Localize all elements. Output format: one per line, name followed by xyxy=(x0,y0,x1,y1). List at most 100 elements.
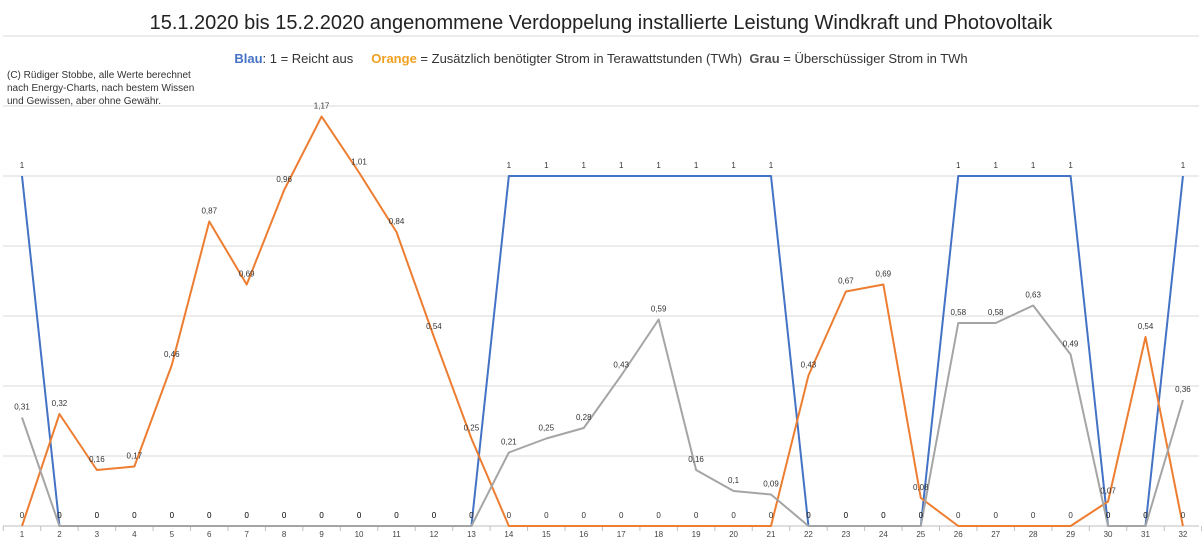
data-label-orange: 0,54 xyxy=(1138,322,1154,331)
data-label-orange: 0 xyxy=(544,511,549,520)
data-label-gray: 0,16 xyxy=(688,455,704,464)
data-label-orange: 0 xyxy=(582,511,587,520)
data-label-orange: 0,16 xyxy=(89,455,105,464)
data-label-gray: 0 xyxy=(394,511,399,520)
x-tick-label: 18 xyxy=(654,530,663,539)
data-label-gray: 0 xyxy=(844,511,849,520)
gridlines xyxy=(3,35,1199,527)
legend-blue-key: Blau xyxy=(234,51,263,66)
data-label-gray: 0 xyxy=(95,511,100,520)
data-label-blue: 0 xyxy=(282,511,287,520)
data-label-orange: 0 xyxy=(731,511,736,520)
data-label-orange: 0,25 xyxy=(464,424,480,433)
data-label-gray: 0,21 xyxy=(501,438,517,447)
data-label-orange: 1,17 xyxy=(314,102,330,111)
x-tick-label: 28 xyxy=(1029,530,1038,539)
data-label-gray: 0,49 xyxy=(1063,340,1079,349)
data-label-blue: 1 xyxy=(731,161,736,170)
chart-legend: Blau: 1 = Reicht aus Orange = Zusätzlich… xyxy=(0,51,1202,66)
data-label-orange: 0,32 xyxy=(52,399,68,408)
data-label-blue: 0 xyxy=(170,511,175,520)
x-tick-label: 23 xyxy=(841,530,850,539)
data-label-blue: 0 xyxy=(57,511,62,520)
data-label-orange: 0,17 xyxy=(127,452,143,461)
data-label-gray: 0,63 xyxy=(1025,291,1041,300)
data-label-orange: 0 xyxy=(1181,511,1186,520)
x-tick-label: 12 xyxy=(429,530,438,539)
x-tick-label: 30 xyxy=(1104,530,1113,539)
data-label-blue: 0 xyxy=(357,511,362,520)
data-label-blue: 0 xyxy=(394,511,399,520)
data-label-gray: 0 xyxy=(432,511,437,520)
data-label-blue: 1 xyxy=(507,161,512,170)
data-label-blue: 1 xyxy=(20,161,25,170)
data-label-blue: 0 xyxy=(319,511,324,520)
data-label-orange: 0,87 xyxy=(201,207,217,216)
data-label-blue: 0 xyxy=(1143,511,1148,520)
data-label-blue: 1 xyxy=(956,161,961,170)
data-label-blue: 1 xyxy=(993,161,998,170)
data-label-blue: 1 xyxy=(656,161,661,170)
data-label-gray: 0 xyxy=(1106,511,1111,520)
data-label-orange: 0,69 xyxy=(876,270,892,279)
data-label-orange: 0 xyxy=(1068,511,1073,520)
data-label-blue: 1 xyxy=(619,161,624,170)
x-tick-label: 32 xyxy=(1178,530,1187,539)
data-label-blue: 0 xyxy=(1106,511,1111,520)
data-label-orange: 0,07 xyxy=(1100,487,1116,496)
data-label-gray: 0,25 xyxy=(539,424,555,433)
data-label-orange: 0,96 xyxy=(276,175,292,184)
data-label-gray: 0 xyxy=(207,511,212,520)
x-tick-label: 31 xyxy=(1141,530,1150,539)
data-label-gray: 0 xyxy=(357,511,362,520)
data-label-blue: 0 xyxy=(844,511,849,520)
data-label-orange: 0 xyxy=(769,511,774,520)
data-label-blue: 0 xyxy=(244,511,249,520)
legend-gray-key: Grau xyxy=(749,51,780,66)
x-tick-label: 7 xyxy=(244,530,249,539)
x-tick-label: 8 xyxy=(282,530,287,539)
data-label-orange: 0 xyxy=(656,511,661,520)
x-tick-label: 3 xyxy=(95,530,100,539)
data-label-gray: 0,28 xyxy=(576,413,592,422)
data-labels: 1 0 0 0 0 0 0 0 0 0 0 0 0 1 1 1 1 1 1 1 1 0 0 0 0 1 1 1 1 0 0 1 0 0,32 0,1… xyxy=(14,102,1191,521)
data-label-blue: 1 xyxy=(1068,161,1073,170)
data-label-orange: 0,67 xyxy=(838,277,854,286)
x-tick-label: 14 xyxy=(504,530,513,539)
chart-title: 15.1.2020 bis 15.2.2020 angenommene Verd… xyxy=(149,12,1053,34)
data-label-orange: 0 xyxy=(1031,511,1036,520)
data-label-blue: 0 xyxy=(919,511,924,520)
data-label-orange: 0 xyxy=(619,511,624,520)
x-tick-label: 6 xyxy=(207,530,212,539)
data-label-orange: 0 xyxy=(694,511,699,520)
series-line-blue xyxy=(21,175,1184,527)
x-tick-label: 2 xyxy=(57,530,62,539)
data-label-orange: 0,54 xyxy=(426,322,442,331)
data-label-blue: 0 xyxy=(806,511,811,520)
data-label-gray: 0 xyxy=(469,511,474,520)
x-tick-label: 1 xyxy=(20,530,25,539)
data-label-blue: 1 xyxy=(544,161,549,170)
data-label-blue: 0 xyxy=(469,511,474,520)
legend-blue-text: : 1 = Reicht aus xyxy=(262,51,354,66)
x-tick-label: 17 xyxy=(617,530,626,539)
data-label-gray: 0 xyxy=(319,511,324,520)
data-label-gray: 0 xyxy=(881,511,886,520)
x-tick-label: 10 xyxy=(355,530,364,539)
data-label-gray: 0,59 xyxy=(651,305,667,314)
data-label-gray: 0 xyxy=(170,511,175,520)
data-label-blue: 0 xyxy=(95,511,100,520)
data-label-orange: 0 xyxy=(507,511,512,520)
x-tick-label: 25 xyxy=(916,530,925,539)
copyright-note: (C) Rüdiger Stobbe, alle Werte berechnet… xyxy=(7,70,195,107)
data-label-orange: 0,43 xyxy=(801,361,817,370)
data-label-orange: 0 xyxy=(993,511,998,520)
data-label-gray: 0 xyxy=(919,511,924,520)
data-label-blue: 0 xyxy=(432,511,437,520)
data-label-gray: 0 xyxy=(244,511,249,520)
data-label-orange: 0 xyxy=(956,511,961,520)
x-tick-label: 9 xyxy=(319,530,324,539)
x-tick-label: 4 xyxy=(132,530,137,539)
x-tick-label: 26 xyxy=(954,530,963,539)
data-label-gray: 0,31 xyxy=(14,403,30,412)
